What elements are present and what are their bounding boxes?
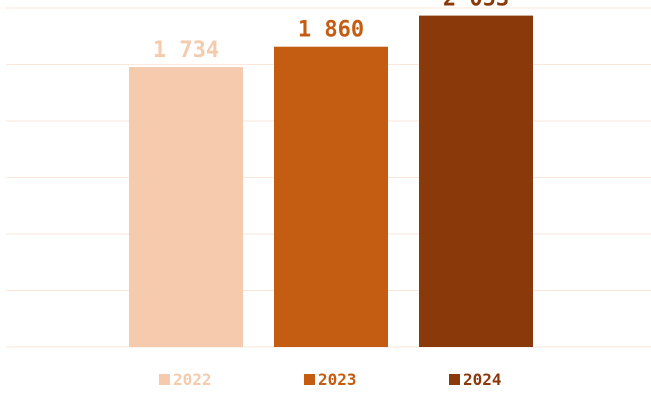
bar-2022 [129, 67, 243, 347]
legend[interactable]: 2022 2023 2024 [159, 370, 502, 389]
legend-item-2023[interactable]: 2023 [304, 370, 357, 389]
bar-2023 [274, 46, 388, 347]
legend-swatch [449, 374, 460, 385]
bar-2024 [419, 15, 533, 347]
legend-swatch [304, 374, 315, 385]
bars [129, 15, 533, 347]
legend-item-2024[interactable]: 2024 [449, 370, 502, 389]
data-label-2023: 1 860 [298, 18, 364, 43]
legend-label: 2024 [463, 370, 502, 389]
legend-label: 2023 [318, 370, 357, 389]
legend-label: 2022 [173, 370, 212, 389]
data-label-2024: 2 053 [443, 0, 509, 12]
legend-swatch [159, 374, 170, 385]
legend-item-2022[interactable]: 2022 [159, 370, 212, 389]
data-label-2022: 1 734 [153, 38, 219, 63]
value-labels: 1 734 1 860 2 053 [153, 0, 509, 63]
